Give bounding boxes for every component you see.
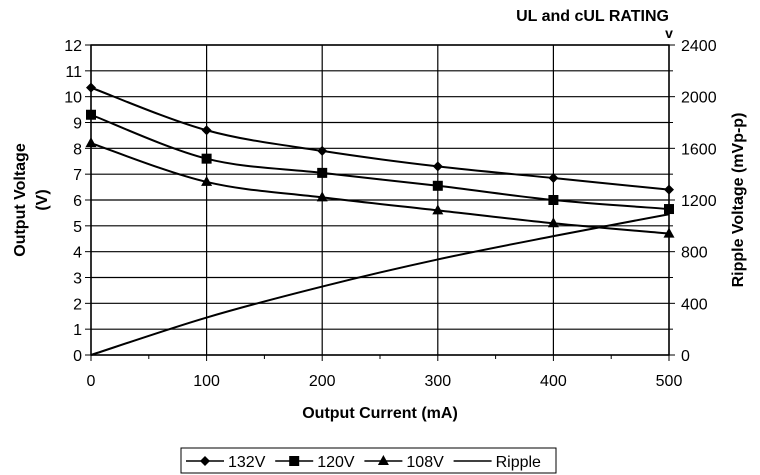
y2-tick-label: 400 — [681, 296, 708, 313]
tick-marks — [85, 44, 675, 361]
y-tick-label: 10 — [64, 90, 82, 107]
x-tick-label: 200 — [309, 373, 336, 390]
x-tick-label: 400 — [540, 373, 567, 390]
y2-tick-label: 1600 — [681, 141, 717, 158]
x-tick-label: 0 — [87, 373, 96, 390]
y-axis-label-line2: (V) — [34, 189, 51, 210]
series-108v — [85, 137, 675, 238]
legend-items: 132V 120V 108V Ripple — [186, 454, 541, 471]
series-132v — [86, 82, 674, 195]
data-point-120v — [664, 204, 674, 215]
series-layer — [85, 82, 675, 356]
data-point-132v — [664, 184, 674, 195]
grid-lines — [90, 44, 670, 356]
plot-area-frame — [90, 44, 670, 356]
y-tick-label: 4 — [73, 245, 82, 262]
y-tick-label: 7 — [73, 167, 82, 184]
legend-label-108v: 108V — [406, 454, 444, 471]
series-ripple — [90, 213, 670, 356]
data-point-120v — [201, 153, 212, 164]
y2-tick-label: 800 — [681, 245, 708, 262]
data-point-132v — [432, 161, 443, 172]
x-tick-label: 500 — [656, 373, 683, 390]
legend-label-132v: 132V — [228, 454, 266, 471]
data-point-120v — [317, 167, 328, 178]
chart-title-mark: v — [665, 25, 673, 41]
data-point-120v — [548, 195, 559, 205]
data-point-108v — [316, 191, 328, 202]
data-point-132v — [86, 82, 96, 93]
y2-tick-label: 2400 — [681, 38, 717, 55]
data-point-132v — [201, 125, 212, 136]
x-tick-label: 100 — [193, 373, 220, 390]
legend: 132V 120V 108V Ripple — [180, 447, 557, 474]
y2-tick-label: 0 — [681, 348, 690, 365]
data-point-108v — [201, 175, 213, 186]
y-tick-label: 6 — [73, 193, 82, 210]
data-point-108v — [547, 217, 559, 228]
y-tick-label: 11 — [65, 64, 82, 81]
y-tick-label: 1 — [73, 322, 82, 339]
data-point-132v — [548, 173, 559, 184]
legend-marker-132v — [200, 456, 210, 466]
series-line-108v — [90, 142, 670, 235]
y2-tick-label: 2000 — [681, 90, 717, 107]
y-axis-label-line1: Output Voltage — [12, 143, 29, 257]
series-line-ripple — [90, 213, 670, 356]
legend-marker-108v — [377, 455, 389, 465]
legend-marker-120v — [289, 456, 300, 466]
data-point-108v — [85, 137, 97, 148]
data-point-108v — [663, 227, 675, 238]
data-point-132v — [317, 145, 328, 156]
y2-tick-label: 1200 — [681, 193, 717, 210]
y-tick-label: 8 — [73, 141, 82, 158]
y-tick-label: 12 — [64, 38, 82, 55]
y-tick-label: 5 — [73, 219, 82, 236]
y-tick-label: 2 — [73, 296, 82, 313]
y-tick-label: 9 — [73, 116, 82, 133]
series-line-132v — [90, 86, 670, 191]
data-point-120v — [86, 109, 96, 120]
x-tick-label: 300 — [424, 373, 451, 390]
legend-label-ripple: Ripple — [496, 454, 541, 471]
data-point-120v — [432, 180, 443, 191]
y-tick-label: 3 — [73, 271, 82, 288]
legend-label-120v: 120V — [317, 454, 355, 471]
series-line-120v — [90, 113, 670, 211]
chart-title: UL and cUL RATING — [516, 8, 669, 25]
series-120v — [86, 109, 674, 215]
data-point-108v — [432, 204, 444, 215]
x-axis-label: Output Current (mA) — [302, 405, 458, 422]
y-tick-label: 0 — [73, 348, 82, 365]
y2-axis-label: Ripple Voltage (mVp-p) — [730, 113, 747, 288]
